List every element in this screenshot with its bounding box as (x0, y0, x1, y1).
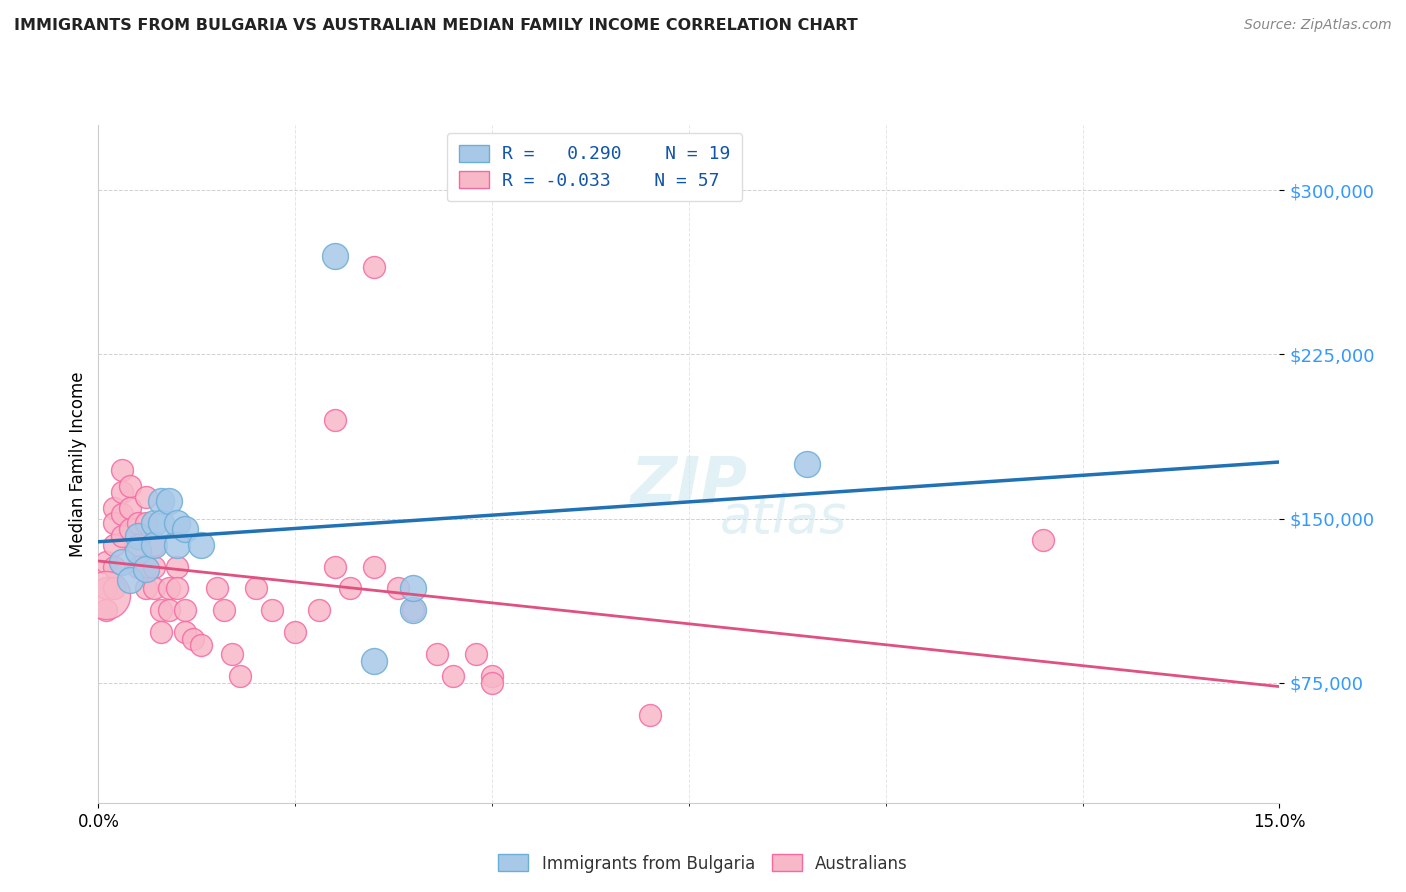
Point (174, 603, 197, 617)
Point (221, 647, 243, 661)
Point (323, 249, 346, 263)
Point (111, 555, 134, 569)
Point (103, 516, 125, 530)
Point (103, 582, 125, 596)
Point (111, 463, 134, 477)
Point (135, 490, 157, 504)
Point (190, 538, 212, 552)
Point (402, 603, 425, 617)
Legend: R =   0.290    N = 19, R = -0.033    N = 57: R = 0.290 N = 19, R = -0.033 N = 57 (447, 133, 742, 202)
Point (111, 485, 134, 500)
Point (127, 538, 149, 552)
Point (142, 582, 165, 596)
Point (481, 669, 503, 683)
Text: Source: ZipAtlas.com: Source: ZipAtlas.com (1244, 18, 1392, 32)
Point (118, 500, 141, 515)
Point (363, 559, 385, 574)
Point (150, 625, 173, 640)
Point (127, 516, 149, 530)
Point (111, 529, 134, 543)
Point (96, 582, 118, 596)
Point (284, 625, 307, 640)
Point (157, 494, 180, 508)
Point (229, 669, 252, 683)
Point (166, 559, 188, 574)
Point (363, 654, 385, 668)
Point (638, 708, 661, 723)
Point (308, 603, 330, 617)
Point (135, 582, 157, 596)
Point (205, 582, 228, 596)
Point (190, 638, 212, 652)
Point (127, 544, 149, 558)
Point (245, 582, 267, 596)
Y-axis label: Median Family Income: Median Family Income (69, 371, 87, 557)
Point (465, 647, 488, 661)
Point (166, 582, 188, 596)
Point (96, 588, 118, 602)
Point (323, 413, 346, 427)
Point (142, 538, 165, 552)
Point (1032, 533, 1054, 548)
Point (96, 555, 118, 569)
Point (150, 516, 173, 530)
Point (481, 675, 503, 690)
Point (118, 573, 141, 587)
Point (166, 516, 188, 530)
Point (118, 479, 141, 493)
Point (103, 538, 125, 552)
Point (135, 559, 157, 574)
Text: ZIP: ZIP (630, 453, 748, 516)
Point (150, 603, 173, 617)
Point (174, 523, 197, 537)
Point (135, 516, 157, 530)
Point (157, 603, 180, 617)
Point (103, 500, 125, 515)
Point (796, 457, 818, 471)
Point (127, 559, 149, 574)
Point (118, 523, 141, 537)
Point (214, 603, 236, 617)
Point (111, 507, 134, 521)
Point (402, 582, 425, 596)
Text: IMMIGRANTS FROM BULGARIA VS AUSTRALIAN MEDIAN FAMILY INCOME CORRELATION CHART: IMMIGRANTS FROM BULGARIA VS AUSTRALIAN M… (14, 18, 858, 33)
Text: atlas: atlas (720, 492, 848, 544)
Point (174, 625, 197, 640)
Point (323, 559, 346, 574)
Point (441, 669, 464, 683)
Point (166, 538, 188, 552)
Point (339, 582, 361, 596)
Point (387, 582, 409, 596)
Point (150, 494, 173, 508)
Point (402, 603, 425, 617)
Point (142, 516, 165, 530)
Point (103, 559, 125, 574)
Point (142, 538, 165, 552)
Point (260, 603, 283, 617)
Point (135, 562, 157, 576)
Legend: Immigrants from Bulgaria, Australians: Immigrants from Bulgaria, Australians (492, 847, 914, 880)
Point (363, 260, 385, 274)
Point (127, 529, 149, 543)
Point (181, 632, 204, 646)
Point (96, 603, 118, 617)
Point (426, 647, 449, 661)
Point (157, 582, 180, 596)
Point (142, 559, 165, 574)
